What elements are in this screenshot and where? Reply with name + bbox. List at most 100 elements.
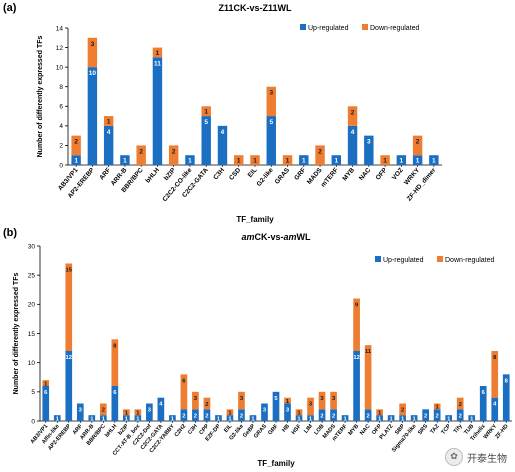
panel-b-bar-up: [123, 415, 130, 421]
panel-a-bar-down: [315, 145, 325, 165]
panel-b-value-label-down: 8: [113, 343, 117, 349]
panel-a-title: Z11CK-vs-Z11WL: [218, 3, 292, 13]
panel-b-x-tick-label: SRS: [417, 423, 429, 436]
panel-a-value-label-down: 2: [139, 148, 143, 155]
panel-a-x-tick-label: CSD: [228, 167, 242, 182]
panel-a-legend-label: Up-regulated: [308, 25, 349, 32]
panel-a-bar-down: [412, 135, 423, 156]
panel-b-value-label-down: 1: [228, 411, 232, 417]
panel-b-x-tick-label: TAZ: [429, 423, 441, 435]
panel-b-value-label-down: 1: [297, 411, 301, 417]
panel-a-y-tick-label: 8: [59, 84, 63, 91]
panel-b-bar-down: [99, 403, 107, 416]
panel-a-value-label-up: 3: [367, 139, 371, 146]
panel-b-bar-down: [134, 409, 142, 416]
panel-b-legend-swatch: [375, 256, 381, 262]
panel-b-value-label-up: 2: [205, 413, 208, 419]
panel-b-bar-up: [53, 415, 61, 421]
panel-a-bar-down: [136, 145, 146, 165]
panel-a-bar-up: [347, 125, 358, 165]
panel-a-value-label-up: 1: [432, 157, 436, 164]
panel-b-value-label-up: 1: [90, 416, 94, 422]
panel-b-bar-up: [353, 351, 360, 421]
panel-b-value-label-down: 3: [320, 396, 324, 402]
panel-b-bar-down: [284, 397, 291, 404]
panel-b-bar-up: [307, 415, 314, 421]
panel-b-bar-up: [330, 409, 337, 421]
panel-b-legend-label: Up-regulated: [383, 257, 424, 264]
panel-a-value-label-up: 4: [221, 129, 225, 136]
panel-b-bar-down: [180, 374, 188, 410]
panel-a-x-tick-label: G2-like: [255, 166, 275, 187]
panel-b-value-label-down: 1: [44, 381, 48, 387]
panel-b-bar-up: [364, 409, 372, 421]
panel-a-bar-down: [250, 155, 260, 165]
panel-a-x-tick-label: GRF: [293, 167, 307, 182]
panel-b-y-tick-label: 5: [31, 389, 35, 396]
panel-b-x-tick-label: bHLH: [104, 423, 118, 438]
panel-b-bar-down: [111, 339, 119, 386]
panel-b-value-label-up: 2: [436, 413, 439, 419]
panel-b-bar-down: [203, 397, 211, 410]
panel-a-y-tick-label: 10: [56, 64, 64, 71]
panel-a-bar-down: [380, 155, 390, 165]
panel-b-value-label-up: 6: [44, 390, 48, 396]
panel-a-y-tick-label: 6: [59, 104, 63, 111]
panel-b-bar-up: [76, 403, 84, 421]
panel-b-x-tick-label: C3H: [187, 423, 199, 435]
panel-b-bar-up: [146, 403, 153, 421]
panel-b-value-label-down: 2: [102, 408, 105, 414]
panel-a-bar-up: [103, 125, 114, 165]
panel-a-value-label-up: 1: [123, 157, 127, 164]
panel-a-bar-down: [71, 135, 81, 156]
panel-b-bar-down: [376, 409, 383, 416]
panel-b-bar-down: [238, 391, 245, 410]
panel-b-value-label-down: 2: [459, 402, 462, 408]
panel-a-bar-up: [185, 155, 195, 165]
panel-a-bar-down: [87, 37, 98, 68]
panel-b-value-label-down: 3: [309, 402, 313, 408]
panel-b-value-label-up: 2: [424, 413, 427, 419]
panel-a-bar-up: [217, 125, 228, 165]
panel-a-bar-down: [347, 106, 358, 126]
panel-a-bar-up: [364, 135, 374, 165]
panel-b-x-tick-label: Tify: [453, 423, 464, 435]
panel-b-legend-swatch: [437, 256, 443, 262]
panel-b-title: amCK-vs-amWL: [241, 232, 311, 242]
panel-b-y-tick-label: 30: [28, 243, 36, 250]
panel-a-bar-down: [201, 106, 211, 117]
panel-a-bar-up: [331, 155, 342, 165]
panel-a-value-label-up: 1: [416, 157, 420, 164]
watermark: ✿ 开泰生物: [445, 448, 507, 466]
panel-a-bar-up: [266, 116, 276, 165]
panel-b-value-label-up: 1: [390, 416, 394, 422]
panel-a-x-tick-label: mTERF: [320, 167, 340, 189]
panel-b-bar-up: [169, 415, 176, 421]
panel-b-bar-up: [238, 409, 245, 421]
panel-b-value-label-up: 1: [125, 416, 129, 422]
panel-b-x-tick-label: HSF: [291, 423, 303, 436]
panel-b-bar-up: [479, 386, 487, 421]
panel-b-value-label-up: 4: [493, 402, 497, 408]
panel-b-y-tick-label: 25: [28, 272, 36, 279]
panel-a-value-label-down: 3: [91, 41, 95, 48]
panel-b-value-label-up: 3: [79, 408, 83, 414]
panel-b-value-label-down: 8: [493, 355, 497, 361]
panel-b-bar-up: [88, 415, 96, 421]
panel-a-bar-up: [412, 155, 423, 165]
panel-b-bar-down: [330, 391, 337, 410]
panel-b-y-tick-label: 15: [28, 331, 36, 338]
panel-b-value-label-up: 1: [447, 416, 451, 422]
panel-b-value-label-up: 4: [159, 402, 163, 408]
panel-a-bar-up: [201, 116, 211, 165]
panel-a-y-tick-label: 14: [56, 25, 64, 32]
panel-b-bar-up: [399, 415, 406, 421]
panel-b-value-label-up: 5: [274, 396, 278, 402]
panel-a-value-label-up: 1: [302, 157, 306, 164]
panel-b-bar-up: [456, 409, 464, 421]
panel-a-value-label-down: 3: [269, 90, 273, 97]
panel-b-bar-up: [341, 415, 349, 421]
panel-b-value-label-down: 3: [194, 396, 198, 402]
panel-b-value-label-down: 1: [436, 405, 440, 411]
